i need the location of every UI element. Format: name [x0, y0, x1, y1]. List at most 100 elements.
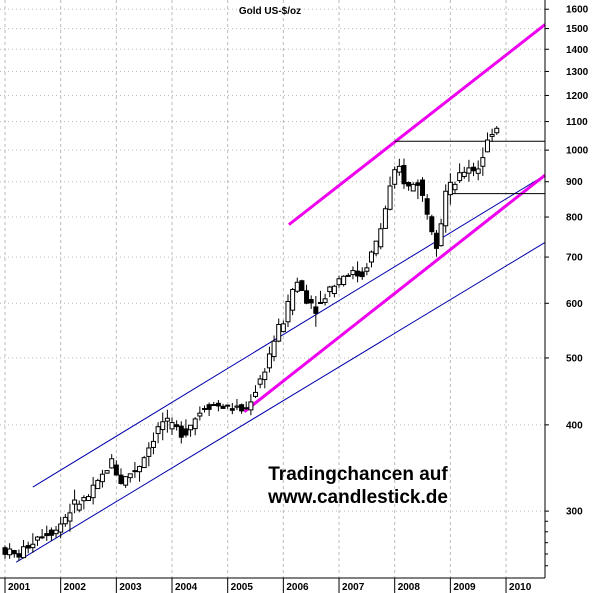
candle-body-up: [39, 536, 45, 539]
candle-body-up: [132, 470, 138, 473]
candle: [489, 128, 495, 142]
y-tick-label: 500: [566, 353, 583, 364]
y-tick-labels: 300 400 500 600 700 800 900 1000 1100 1200 1300 140…: [545, 5, 589, 567]
x-tick-label: 2001: [8, 582, 31, 593]
candle: [104, 470, 110, 474]
candle: [471, 162, 477, 177]
candle-body-up: [109, 458, 115, 469]
candle-body-up: [461, 171, 467, 177]
candle-body-down: [471, 166, 477, 172]
candle-body-up: [76, 503, 82, 511]
candle: [406, 181, 412, 191]
watermark-line-2: www.candlestick.de: [267, 487, 448, 508]
candle-body-up: [188, 424, 194, 431]
candle-body-down: [415, 182, 421, 186]
candle: [146, 442, 152, 467]
candle-body-down: [429, 216, 435, 233]
candle-body-down: [229, 408, 235, 411]
candle-body-down: [11, 550, 17, 555]
candle-body-down: [183, 428, 189, 436]
candle: [387, 176, 393, 211]
candle-body-up: [378, 228, 384, 248]
candle: [16, 549, 22, 561]
candle: [150, 432, 156, 455]
candle: [127, 473, 133, 483]
candle: [299, 279, 305, 291]
candle-body-up: [457, 172, 463, 182]
candle: [220, 403, 226, 409]
candle: [76, 500, 82, 513]
candle-body-up: [350, 270, 356, 276]
candle-body-down: [2, 547, 8, 555]
y-tick-label: 1500: [566, 24, 589, 35]
candle: [364, 263, 370, 276]
candle: [266, 346, 272, 373]
candle-body-down: [308, 299, 314, 304]
grid-lines: [0, 0, 545, 578]
candle-body-up: [253, 391, 259, 397]
candle-body-down: [118, 474, 124, 484]
candle-body-up: [438, 223, 444, 247]
candle-body-up: [387, 185, 393, 210]
candle: [25, 541, 31, 554]
candle-body-up: [155, 426, 161, 435]
candle-body-up: [192, 418, 198, 430]
x-tick-label: 2007: [342, 582, 365, 593]
candle: [141, 455, 147, 469]
candle: [368, 250, 374, 268]
candle-body-up: [336, 278, 342, 286]
candle: [30, 533, 36, 553]
candle-body-down: [299, 280, 305, 291]
candle: [174, 420, 180, 431]
candle: [355, 261, 361, 283]
candle: [382, 205, 388, 229]
watermark-line-1: Tradingchancen auf: [268, 464, 448, 485]
candle-body-up: [243, 407, 249, 410]
candle: [178, 421, 184, 444]
candle: [62, 513, 68, 527]
candle: [262, 368, 268, 389]
candle-body-up: [341, 275, 347, 286]
candle-body-up: [30, 543, 36, 549]
candle-body-up: [7, 548, 13, 556]
candle: [225, 404, 231, 409]
candle: [239, 403, 245, 414]
candle-body-up: [225, 404, 231, 407]
candle-body-up: [322, 298, 328, 303]
y-tick-label: 1200: [566, 91, 589, 102]
candle-body-up: [364, 267, 370, 272]
candle: [2, 545, 8, 559]
candle: [290, 287, 296, 316]
candle-body-up: [137, 465, 143, 473]
x-tick-label: 2006: [286, 582, 309, 593]
candles: [2, 126, 500, 561]
candle: [86, 494, 92, 501]
candle-body-up: [104, 470, 110, 474]
candle: [276, 318, 282, 343]
candle: [401, 158, 407, 189]
candle-body-up: [392, 169, 398, 185]
candle-body-down: [313, 306, 319, 314]
candle-body-up: [447, 181, 453, 196]
x-tick-label: 2003: [119, 582, 142, 593]
candle: [294, 277, 300, 294]
candle: [160, 412, 166, 441]
candle: [118, 468, 124, 485]
candle: [378, 223, 384, 250]
candle: [123, 476, 129, 488]
channel-line-magenta: [287, 23, 546, 226]
candle-body-up: [373, 240, 379, 255]
candle-body-up: [327, 286, 333, 293]
candle-body-up: [266, 353, 272, 369]
x-tick-label: 2005: [231, 582, 254, 593]
channel-line-blue: [15, 242, 546, 563]
candle: [95, 478, 101, 490]
candle-body-up: [368, 251, 374, 263]
candle: [192, 417, 198, 436]
x-tick-labels: 2001 2002 2003 2004 2005 2006 2007 2008 2009 2010: [4, 578, 532, 593]
candle: [169, 417, 175, 436]
horizontal-levels: [394, 140, 545, 195]
candle-body-down: [16, 553, 22, 558]
candle: [280, 320, 286, 333]
candle-body-up: [396, 165, 402, 173]
